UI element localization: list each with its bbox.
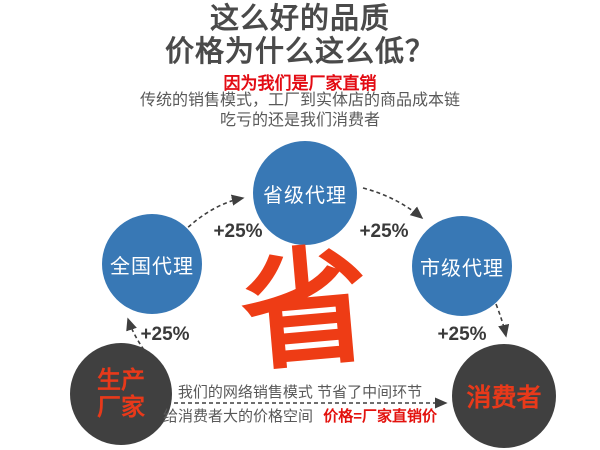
page-title: 这么好的品质 价格为什么这么低？ <box>0 3 600 69</box>
subtitle-red: 因为我们是厂家直销 <box>223 74 377 93</box>
save-character: 省 <box>235 230 376 391</box>
node-city-agent: 市级代理 <box>412 216 512 316</box>
node-manufacturer: 生产 厂家 <box>70 343 172 445</box>
markup-label-national-provincial: +25% <box>213 221 263 242</box>
node-city-agent-label: 市级代理 <box>420 257 504 280</box>
node-manufacturer-label-line2: 厂家 <box>97 394 145 421</box>
node-consumer: 消费者 <box>452 344 556 448</box>
footer-line-2-red: 价格=厂家直销价 <box>323 408 437 425</box>
footer-line-2-gray: 给消费者大的价格空间 <box>163 408 314 425</box>
intro-line-1: 传统的销售模式，工厂到实体店的商品成本链 <box>139 92 460 109</box>
node-national-agent: 全国代理 <box>102 214 202 314</box>
node-provincial-agent: 省级代理 <box>253 141 357 245</box>
markup-label-manufacturer-national: +25% <box>140 324 190 345</box>
arrow-city-to-consumer <box>495 303 510 338</box>
footer-line-1: 我们的网络销售模式 节省了中间环节 <box>177 384 423 401</box>
title-line-2: 价格为什么这么低？ <box>164 36 435 68</box>
title-line-1: 这么好的品质 <box>209 3 390 35</box>
node-manufacturer-label-line1: 生产 <box>97 367 145 394</box>
arrow-provincial-to-city <box>362 187 424 220</box>
node-provincial-agent-label: 省级代理 <box>263 184 347 207</box>
node-national-agent-label: 全国代理 <box>110 255 194 278</box>
node-consumer-label: 消费者 <box>466 384 542 412</box>
intro-line-2: 吃亏的还是我们消费者 <box>219 112 380 129</box>
markup-label-provincial-city: +25% <box>359 221 409 242</box>
footer-line-2: 给消费者大的价格空间 价格=厂家直销价 <box>0 405 600 426</box>
intro-text: 传统的销售模式，工厂到实体店的商品成本链 吃亏的还是我们消费者 <box>0 91 600 131</box>
markup-label-city-consumer: +25% <box>437 324 487 345</box>
